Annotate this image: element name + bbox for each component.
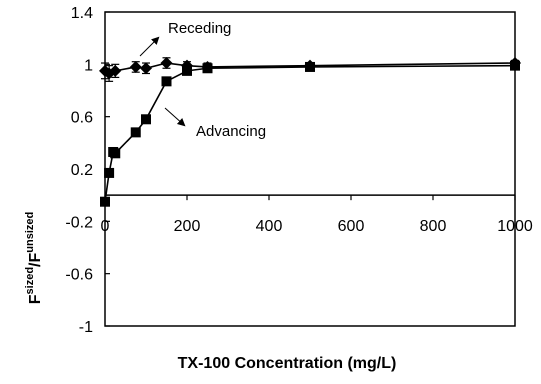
data-point [141,114,151,125]
data-point [182,65,192,76]
data-point [129,60,142,73]
svg-text:Fsized/Funsized: Fsized/Funsized [24,212,44,304]
receding-label: Receding [168,20,231,37]
data-point [130,127,141,138]
y-tick-label: -1 [79,319,93,336]
y-axis-title-f2: F [27,252,44,262]
y-tick-label: 0.6 [71,110,93,127]
x-tick-label: 400 [256,218,283,235]
y-axis: 1.4 1 0.6 0.2 -0.2 -0.6 -1 [65,5,110,336]
y-tick-label: 0.2 [71,162,93,179]
data-point [140,62,152,75]
x-tick-label: 0 [101,218,110,235]
x-tick-label: 200 [174,218,201,235]
advancing-arrow [164,107,186,127]
series-advancing [100,60,520,207]
data-point [104,167,115,178]
y-axis-title-slash: / [27,262,44,267]
x-tick-label: 800 [420,218,447,235]
annotations: Receding Advancing [139,20,266,140]
x-tick-label: 1000 [497,218,533,235]
data-point [160,57,173,70]
y-axis-title-f1: F [27,294,44,304]
data-point [510,60,520,71]
series-receding [99,57,521,82]
y-axis-title-sup1: sized [24,267,36,295]
data-point [202,63,213,74]
y-tick-label: -0.2 [65,214,93,231]
series-layer [99,57,521,207]
data-point [109,64,122,77]
receding-arrow [139,36,160,57]
x-axis: 0 200 400 600 800 1000 [101,195,533,235]
y-tick-label: 1 [84,57,93,74]
data-point [110,148,121,159]
x-tick-label: 600 [338,218,365,235]
y-axis-title: Fsized/Funsized [24,212,44,304]
y-tick-label: 1.4 [71,5,93,22]
advancing-label: Advancing [196,123,266,140]
data-point [100,196,110,207]
data-point [305,61,315,72]
y-tick-label: -0.6 [65,267,93,284]
x-axis-title: TX-100 Concentration (mg/L) [178,355,397,372]
y-axis-title-sup2: unsized [24,212,36,253]
data-point [161,76,172,87]
